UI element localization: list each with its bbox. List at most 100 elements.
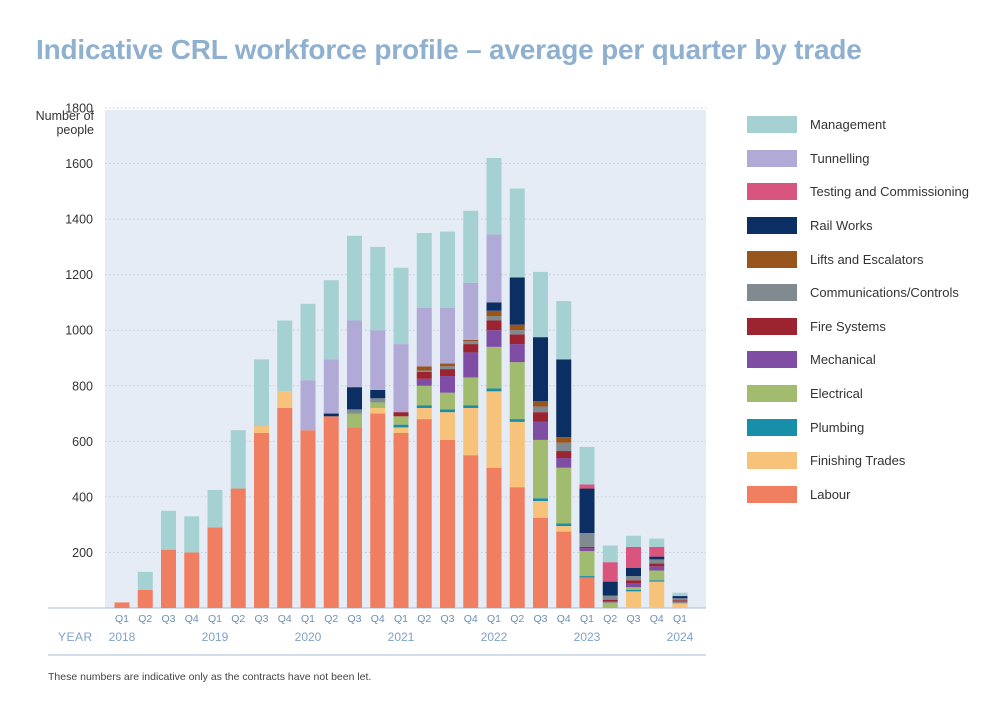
bar-tunnelling — [347, 320, 362, 388]
x-tick-label: Q2 — [417, 613, 431, 625]
x-tick-label: Q3 — [440, 613, 454, 625]
bar-fire-systems — [486, 320, 502, 331]
bar-labour — [230, 488, 246, 608]
x-tick-label: Q2 — [324, 613, 338, 625]
y-tick-label: 200 — [72, 546, 93, 560]
y-tick-label: 1000 — [65, 324, 93, 338]
bar-management — [300, 303, 316, 381]
bar-management — [602, 545, 618, 563]
legend-label: Lifts and Escalators — [810, 251, 924, 267]
bar-electrical — [533, 439, 548, 499]
legend-item: Management — [747, 108, 969, 142]
bar-communications-controls — [556, 442, 572, 452]
bar-mechanical — [556, 457, 572, 468]
bar-tunnelling — [300, 380, 316, 431]
bar-labour — [137, 589, 153, 608]
year-label: 2022 — [481, 630, 508, 644]
bar-tunnelling — [393, 344, 409, 413]
x-tick-label: Q4 — [185, 613, 199, 625]
bar-communications-controls — [626, 576, 641, 581]
year-label: 2018 — [109, 630, 136, 644]
legend-item: Communications/Controls — [747, 276, 969, 310]
x-tick-label: Q1 — [394, 613, 408, 625]
bar-finishing-trades — [509, 421, 525, 488]
bar-rail-works — [626, 567, 641, 577]
legend-item: Plumbing — [747, 410, 969, 444]
bar-labour — [254, 432, 269, 608]
bar-management — [370, 246, 386, 331]
bar-mechanical — [649, 566, 665, 571]
bar-communications-controls — [533, 406, 548, 413]
bar-labour — [416, 419, 432, 608]
x-tick-label: Q1 — [115, 613, 129, 625]
chart-title: Indicative CRL workforce profile – avera… — [36, 34, 862, 65]
bar-management — [393, 267, 409, 345]
x-tick-label: Q1 — [580, 613, 594, 625]
legend-swatch — [747, 317, 797, 335]
bar-lifts-and-escalators — [509, 324, 525, 331]
bar-fire-systems — [579, 546, 595, 549]
bar-mechanical — [509, 344, 525, 363]
bar-electrical — [370, 402, 386, 408]
bar-electrical — [463, 377, 479, 406]
legend-label: Finishing Trades — [810, 453, 906, 469]
bar-labour — [323, 416, 339, 608]
bar-communications-controls — [649, 559, 665, 564]
y-tick-label: 400 — [72, 490, 93, 504]
bar-labour — [277, 407, 293, 608]
x-tick-label: Q4 — [278, 613, 292, 625]
bar-finishing-trades — [393, 427, 409, 433]
legend-swatch — [747, 452, 797, 470]
legend-item: Fire Systems — [747, 310, 969, 344]
bar-mechanical — [579, 548, 595, 552]
bar-management — [254, 359, 269, 427]
bar-testing-and-commissioning — [626, 546, 641, 568]
legend-label: Communications/Controls — [810, 285, 959, 301]
x-tick-label: Q3 — [347, 613, 361, 625]
bar-rail-works — [509, 277, 525, 325]
y-axis-label: Number of people — [35, 109, 94, 137]
legend-label: Rail Works — [810, 218, 873, 234]
bar-fire-systems — [602, 599, 618, 602]
legend-label: Electrical — [810, 386, 863, 402]
bar-fire-systems — [649, 563, 665, 567]
bar-plumbing — [416, 405, 432, 408]
bar-rail-works — [323, 413, 339, 417]
legend-label: Management — [810, 117, 886, 133]
bar-labour — [486, 467, 502, 608]
legend-label: Mechanical — [810, 352, 876, 368]
bar-communications-controls — [463, 341, 479, 345]
legend-label: Labour — [810, 486, 851, 502]
bar-lifts-and-escalators — [463, 339, 479, 342]
bar-plumbing — [509, 419, 525, 422]
bar-rail-works — [347, 387, 362, 410]
bar-labour — [393, 432, 409, 608]
bar-management — [626, 535, 641, 547]
x-tick-label: Q2 — [510, 613, 524, 625]
bar-management — [277, 320, 293, 392]
legend-swatch — [747, 351, 797, 369]
bar-mechanical — [440, 376, 455, 393]
bar-rail-works — [533, 337, 548, 402]
bar-finishing-trades — [533, 501, 548, 518]
legend-item: Tunnelling — [747, 142, 969, 176]
legend-label: Testing and Commissioning — [810, 184, 969, 200]
bar-labour — [300, 430, 316, 608]
bar-rail-works — [579, 488, 595, 533]
bar-rail-works — [649, 556, 665, 560]
bar-labour — [440, 439, 455, 608]
bar-electrical — [649, 570, 665, 581]
legend-label: Fire Systems — [810, 318, 886, 334]
bar-electrical — [393, 416, 409, 425]
bar-communications-controls — [602, 595, 618, 600]
y-tick-label: 1400 — [65, 213, 93, 227]
bar-mechanical — [416, 378, 432, 386]
bar-communications-controls — [509, 330, 525, 335]
bar-electrical — [509, 362, 525, 420]
bar-finishing-trades — [254, 426, 269, 433]
bar-tunnelling — [463, 282, 479, 340]
bar-lifts-and-escalators — [440, 363, 455, 367]
bar-lifts-and-escalators — [533, 401, 548, 407]
bar-rail-works — [672, 596, 688, 599]
bar-fire-systems — [440, 369, 455, 377]
